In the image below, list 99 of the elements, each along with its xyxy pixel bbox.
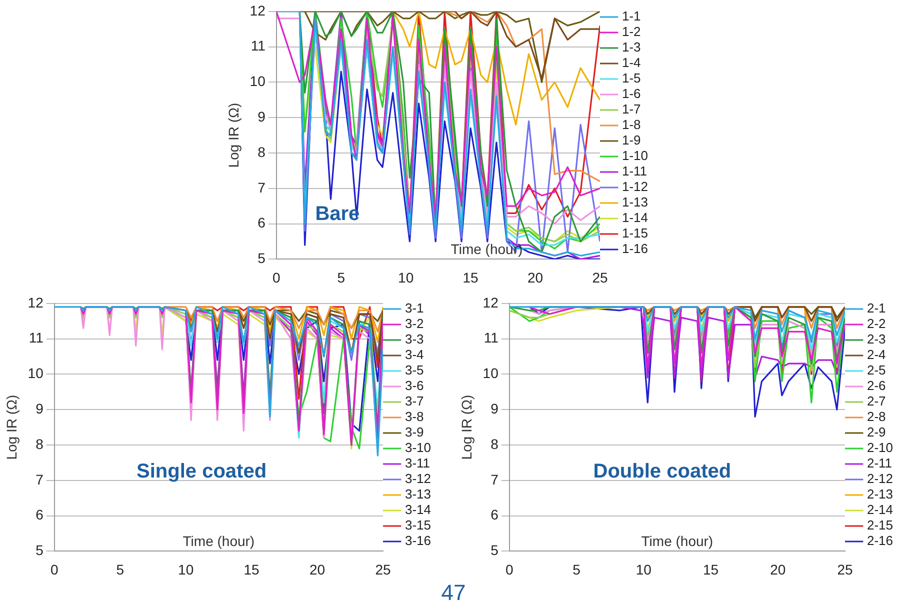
legend-label: 3-15 [404,518,432,533]
legend-label: 2-13 [866,486,894,502]
legend-label: 3-16 [404,533,432,548]
legend-label: 2-4 [866,347,886,362]
y-axis-title: Log IR (Ω) [225,102,242,168]
x-tick-label: 15 [462,269,479,286]
legend-label: 2-1 [866,300,886,316]
x-tick-label: 20 [770,561,786,578]
legend-label: 3-10 [404,440,432,456]
y-tick-label: 8 [36,436,44,452]
legend-label: 2-2 [866,316,886,332]
y-tick-label: 9 [36,400,44,416]
x-axis-title: Time (hour) [182,533,255,550]
annotation: Single coated [136,460,267,482]
y-tick-label: 8 [490,436,499,452]
y-tick-label: 7 [490,471,499,488]
x-tick-label: 10 [636,561,652,578]
legend-label: 1-7 [622,102,641,117]
legend-label: 2-6 [866,378,886,394]
y-tick-label: 7 [36,471,44,488]
legend-label: 1-8 [622,117,641,132]
legend-label: 2-12 [866,471,894,486]
legend-label: 2-8 [866,409,886,424]
y-tick-label: 9 [490,400,499,416]
x-tick-label: 15 [244,561,260,578]
x-tick-label: 5 [116,561,124,578]
y-tick-label: 11 [250,38,266,54]
legend-label: 1-14 [622,210,648,226]
legend-label: 3-6 [404,378,424,394]
legend-label: 3-7 [404,394,424,409]
legend-label: 1-16 [622,241,648,256]
legend-label: 2-5 [866,362,886,378]
x-tick-label: 0 [505,561,514,578]
legend-label: 1-1 [622,8,641,24]
legend-label: 2-16 [866,533,894,548]
x-tick-label: 0 [50,561,58,578]
y-tick-label: 12 [28,294,44,310]
annotation: Double coated [593,460,732,482]
x-tick-label: 20 [309,561,326,578]
x-tick-label: 5 [572,561,581,578]
legend-label: 3-11 [404,456,430,471]
x-tick-label: 25 [375,561,391,578]
y-axis-title: Log IR (Ω) [458,394,474,460]
y-tick-label: 5 [258,250,266,266]
annotation: Bare [315,203,360,226]
legend-label: 2-3 [866,332,886,347]
x-tick-label: 20 [527,269,544,286]
legend-label: 2-11 [866,456,892,471]
y-tick-label: 7 [258,179,266,196]
y-tick-label: 6 [490,506,499,523]
x-tick-label: 15 [702,561,719,578]
y-tick-label: 11 [28,330,44,346]
legend-label: 1-15 [622,226,648,241]
legend-label: 2-14 [866,502,894,518]
legend-label: 3-3 [404,332,424,347]
legend-label: 2-7 [866,394,886,409]
text: 47 [440,580,467,606]
x-tick-label: 10 [398,269,414,286]
y-tick-label: 6 [36,506,44,523]
legend-label: 3-4 [404,347,424,362]
x-tick-label: 25 [837,561,853,578]
legend-label: 2-15 [866,518,894,533]
y-tick-label: 10 [482,365,499,382]
y-tick-label: 10 [28,365,44,382]
legend-label: 3-8 [404,409,424,424]
legend-label: 1-4 [622,55,641,70]
y-tick-label: 12 [250,2,266,18]
legend-label: 3-2 [404,316,424,332]
legend-label: 2-10 [866,440,894,456]
legend-label: 1-5 [622,70,641,86]
legend-label: 1-9 [622,132,641,148]
y-axis-title: Log IR (Ω) [3,394,20,460]
legend-label: 3-14 [404,502,432,518]
legend-label: 2-9 [866,424,886,440]
legend-label: 3-9 [404,424,424,440]
legend-label: 1-2 [622,24,641,40]
legend-label: 1-12 [622,179,648,194]
legend-label: 1-6 [622,86,641,102]
y-tick-label: 9 [258,108,266,124]
legend-label: 3-5 [404,362,424,378]
legend-label: 1-11 [622,164,648,179]
y-tick-label: 5 [36,542,44,558]
x-axis-title: Time (hour) [641,533,714,550]
y-tick-label: 11 [484,330,499,346]
legend-label: 3-13 [404,486,432,502]
y-tick-label: 10 [250,73,266,90]
legend-label: 1-10 [622,148,648,164]
x-tick-label: 10 [178,561,194,578]
y-tick-label: 5 [490,542,499,558]
x-tick-label: 0 [272,269,280,286]
legend-label: 3-1 [404,300,424,316]
x-tick-label: 5 [337,269,346,286]
x-tick-label: 25 [592,269,608,286]
y-tick-label: 6 [258,214,266,231]
y-tick-label: 8 [258,144,266,160]
legend-label: 3-12 [404,471,432,486]
legend-label: 1-13 [622,194,648,210]
y-tick-label: 12 [482,294,499,310]
legend-label: 1-3 [622,40,641,55]
